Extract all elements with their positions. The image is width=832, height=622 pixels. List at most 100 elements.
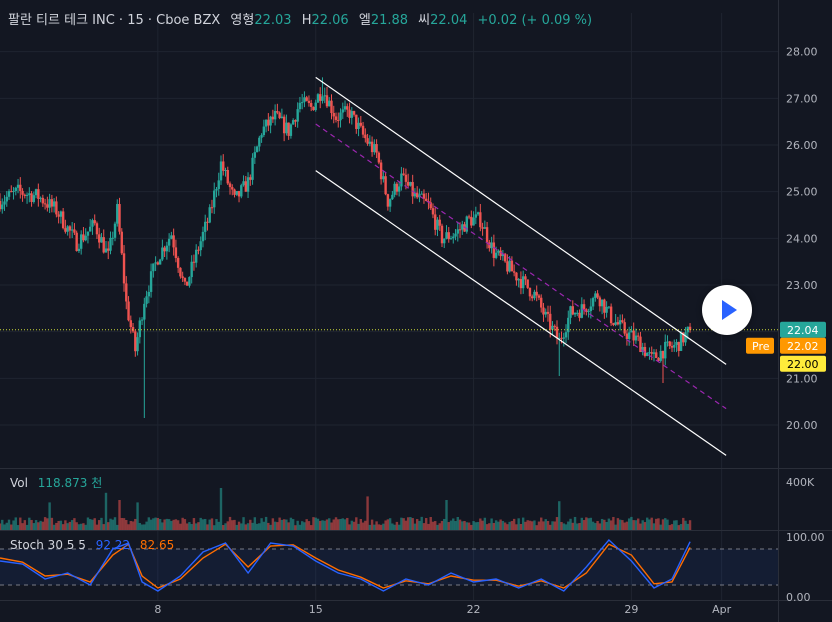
candle-body (50, 199, 54, 207)
volume-bar (540, 517, 543, 530)
volume-bar (303, 522, 306, 530)
volume-bar (120, 517, 123, 530)
volume-bar (587, 518, 590, 530)
volume-bar (84, 524, 87, 530)
candle-body (215, 188, 218, 191)
last-price-tag (780, 321, 826, 338)
volume-bar (634, 520, 638, 530)
candle-body (116, 204, 119, 224)
candle-body (528, 287, 532, 297)
candle-body (104, 248, 108, 253)
volume-bar (609, 520, 613, 530)
volume-bar (1, 519, 4, 530)
y-tick-label: 26.00 (786, 139, 818, 152)
volume-bar (503, 522, 507, 530)
volume-bar (409, 517, 412, 530)
volume-bar (481, 520, 484, 530)
volume-bar (567, 521, 570, 530)
volume-bar (113, 517, 117, 530)
volume-bar (341, 518, 344, 530)
volume-bar (237, 521, 241, 530)
volume-bar (519, 523, 523, 530)
candle-body (77, 248, 81, 251)
candle-body (339, 112, 342, 121)
play-button[interactable] (702, 285, 752, 335)
candle-body (643, 346, 647, 356)
volume-bar (400, 517, 403, 530)
volume-bar (499, 519, 502, 530)
candle-body (411, 182, 414, 197)
candle-body (271, 116, 275, 120)
volume-bar (452, 518, 455, 530)
candle-body (684, 332, 687, 343)
candle-body (630, 330, 633, 333)
volume-bar (630, 516, 633, 530)
candle-body (605, 306, 608, 313)
volume-bar (501, 520, 505, 530)
open-label: 영형 (230, 13, 255, 28)
candle-body (179, 267, 182, 277)
candle-body (494, 252, 498, 258)
candle-body (578, 312, 581, 318)
volume-bar (30, 519, 33, 530)
volume-bar (467, 522, 471, 530)
volume-bar (260, 518, 263, 530)
candle-body (668, 341, 671, 347)
candle-body (562, 337, 565, 339)
candle-body (569, 306, 572, 318)
volume-bar (524, 521, 527, 530)
candle-body (594, 293, 597, 299)
volume-bar (346, 517, 349, 530)
volume-bar (70, 520, 74, 530)
volume-bar (596, 521, 599, 530)
volume-bar (55, 522, 58, 530)
candle-body (377, 152, 381, 163)
x-tick-label: 29 (624, 603, 638, 616)
candle-body (682, 332, 685, 343)
volume-bar (337, 519, 340, 530)
candle-body (388, 199, 392, 207)
volume-bar (285, 519, 288, 530)
volume-bar (201, 519, 205, 530)
volume-bar (118, 500, 121, 530)
volume-bar (621, 520, 624, 530)
candle-body (616, 322, 620, 325)
volume-bar (652, 523, 656, 530)
volume-bar (109, 518, 112, 530)
volume-bar (461, 521, 464, 530)
volume-bar (395, 521, 399, 530)
candle-body (425, 198, 428, 201)
candle-body (294, 120, 297, 122)
candle-body (576, 312, 579, 314)
candle-body (10, 191, 13, 193)
channel-upper-line (315, 76, 727, 365)
candle-body (46, 204, 49, 208)
candle-body (470, 216, 473, 226)
volume-bar (131, 521, 135, 530)
candle-body (384, 176, 387, 195)
x-tick-label: Apr (712, 603, 732, 616)
volume-bar (476, 521, 480, 530)
volume-bar (242, 517, 245, 530)
candle-body (298, 102, 302, 110)
volume-bar (251, 522, 254, 530)
candle-body (165, 245, 169, 252)
volume-bar (134, 518, 137, 530)
volume-bar (217, 521, 220, 530)
candle-body (287, 122, 290, 136)
volume-bar (330, 522, 333, 530)
candle-body (316, 94, 320, 103)
volume-bar (161, 522, 164, 530)
volume-bar (657, 518, 660, 530)
candle-body (32, 195, 36, 202)
volume-bar (675, 520, 678, 530)
candle-body (5, 196, 8, 202)
candle-body (296, 109, 299, 122)
candle-body (533, 291, 536, 299)
volume-bar (122, 518, 126, 530)
candle-body (312, 106, 315, 111)
volume-bar (278, 517, 281, 530)
candle-body (483, 227, 487, 229)
pre-price-tag (780, 337, 826, 354)
volume-bar (91, 519, 94, 530)
